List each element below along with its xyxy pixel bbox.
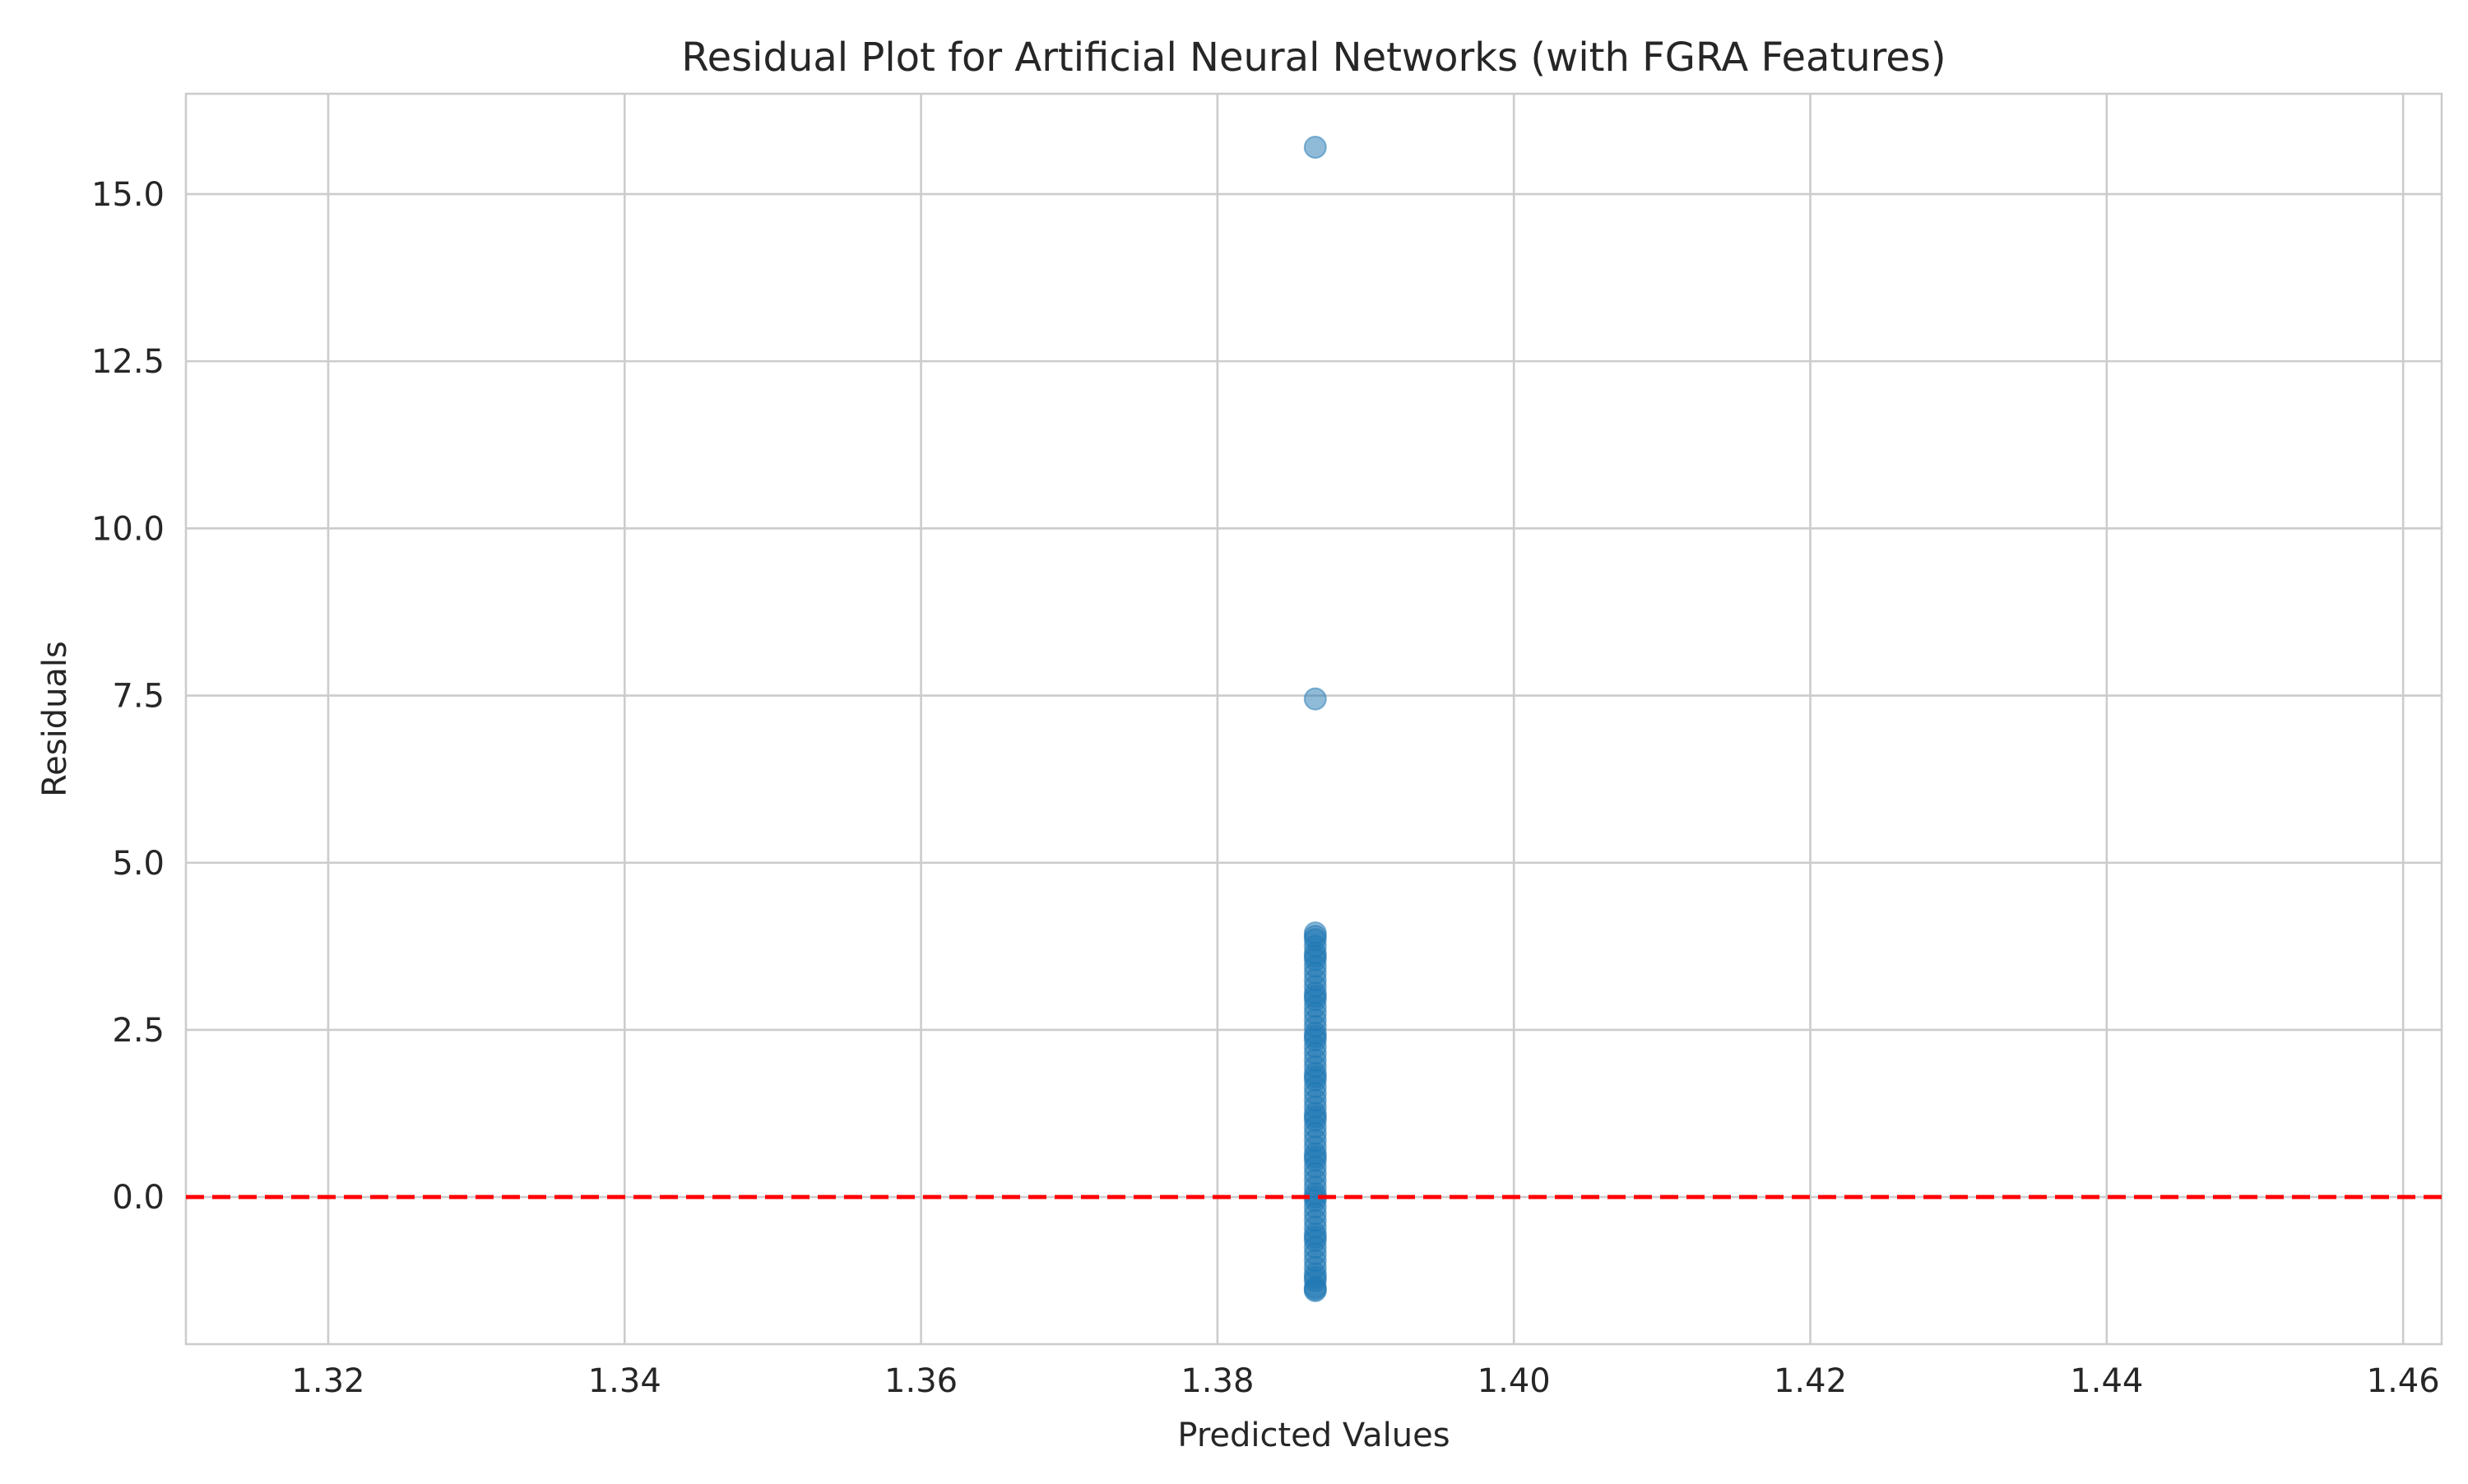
scatter-point — [1303, 1105, 1327, 1129]
scatter-point — [1303, 136, 1327, 160]
y-tick-label: 15.0 — [91, 176, 165, 214]
scatter-point — [1303, 985, 1327, 1009]
scatter-point — [1303, 1025, 1327, 1049]
grid-lines — [186, 94, 2442, 1344]
scatter-point — [1303, 1278, 1327, 1301]
x-tick-label: 1.34 — [588, 1362, 661, 1400]
y-tick-label: 12.5 — [91, 343, 165, 381]
x-axis-title: Predicted Values — [1177, 1417, 1450, 1454]
y-tick-label: 7.5 — [112, 678, 165, 716]
x-axis-ticks: 1.32 1.34 1.36 1.38 1.40 1.42 1.44 1.46 — [291, 1362, 2439, 1400]
y-tick-label: 10.0 — [91, 510, 165, 548]
scatter-point — [1303, 1145, 1327, 1169]
plot-area-frame — [184, 92, 2443, 1346]
x-tick-label: 1.32 — [291, 1362, 364, 1400]
x-tick-label: 1.44 — [2070, 1362, 2143, 1400]
x-tick-label: 1.42 — [1774, 1362, 1847, 1400]
y-axis-title: Residuals — [36, 641, 74, 797]
scatter-point — [1303, 944, 1327, 968]
scatter-point — [1303, 925, 1327, 948]
y-tick-label: 0.0 — [112, 1179, 165, 1217]
y-axis-ticks: 0.0 2.5 5.0 7.5 10.0 12.5 15.0 — [91, 176, 165, 1217]
chart-title: Residual Plot for Artificial Neural Netw… — [681, 35, 1946, 81]
x-tick-label: 1.46 — [2367, 1362, 2440, 1400]
x-tick-label: 1.40 — [1478, 1362, 1551, 1400]
scatter-point — [1303, 1225, 1327, 1249]
scatter-point — [1303, 1064, 1327, 1088]
x-tick-label: 1.36 — [884, 1362, 958, 1400]
y-tick-label: 2.5 — [112, 1012, 165, 1050]
y-tick-label: 5.0 — [112, 845, 165, 883]
scatter-point — [1303, 687, 1327, 711]
x-tick-label: 1.38 — [1181, 1362, 1254, 1400]
